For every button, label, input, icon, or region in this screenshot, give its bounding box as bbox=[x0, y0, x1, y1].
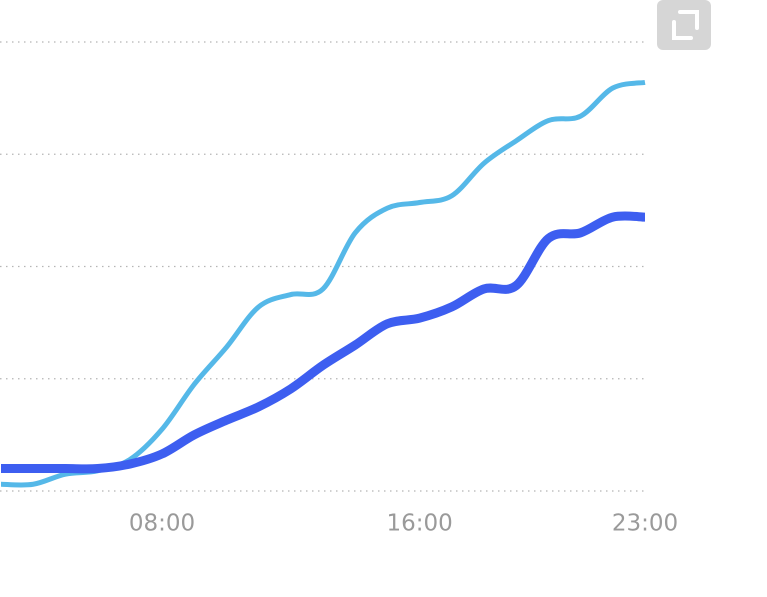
line-series bbox=[1, 211, 646, 474]
x-tick-label: 08:00 bbox=[129, 511, 195, 537]
line-series bbox=[0, 79, 646, 488]
x-tick-label: 23:00 bbox=[612, 511, 678, 537]
x-tick-label: 16:00 bbox=[386, 511, 452, 537]
expand-button[interactable] bbox=[657, 0, 711, 50]
